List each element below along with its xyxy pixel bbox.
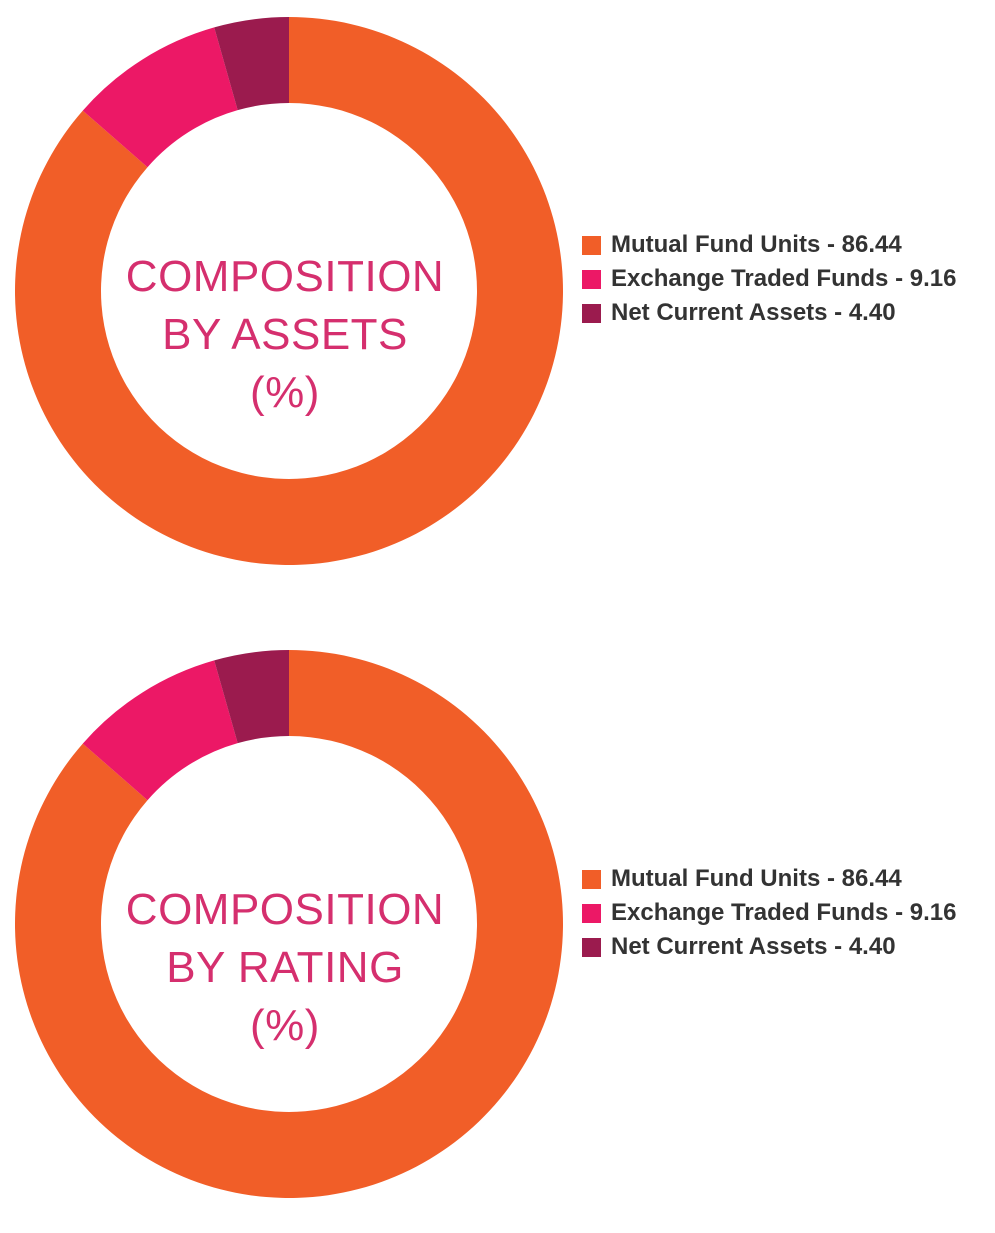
composition-by-assets-chart: COMPOSITION BY ASSETS (%) Mutual Fund Un… <box>0 0 995 600</box>
legend-item-net-current-assets: Net Current Assets - 4.40 <box>582 296 956 330</box>
chart-legend: Mutual Fund Units - 86.44 Exchange Trade… <box>582 228 956 330</box>
donut-center-title: COMPOSITION BY ASSETS (%) <box>75 248 495 422</box>
legend-label: Net Current Assets - 4.40 <box>611 299 896 326</box>
slice-mutual-fund-units <box>15 650 564 1198</box>
slice-mutual-fund-units <box>15 17 564 565</box>
legend-swatch <box>582 269 601 289</box>
legend-swatch <box>582 903 601 923</box>
legend-item-mutual-fund-units: Mutual Fund Units - 86.44 <box>582 862 956 896</box>
center-title-line-3: (%) <box>250 368 320 417</box>
center-title-line-1: COMPOSITION <box>125 885 445 934</box>
slice-net-current-assets <box>214 17 289 111</box>
slice-net-current-assets <box>214 650 289 744</box>
legend-swatch <box>582 303 601 323</box>
legend-swatch <box>582 937 601 957</box>
slice-exchange-traded-funds <box>82 27 238 168</box>
legend-swatch <box>582 235 601 255</box>
legend-item-mutual-fund-units: Mutual Fund Units - 86.44 <box>582 228 956 262</box>
legend-swatch <box>582 869 601 889</box>
legend-item-exchange-traded-funds: Exchange Traded Funds - 9.16 <box>582 262 956 296</box>
legend-item-exchange-traded-funds: Exchange Traded Funds - 9.16 <box>582 896 956 930</box>
legend-label: Net Current Assets - 4.40 <box>611 933 896 960</box>
center-title-line-2: BY RATING <box>166 943 404 992</box>
legend-label: Exchange Traded Funds - 9.16 <box>611 899 957 926</box>
chart-legend: Mutual Fund Units - 86.44 Exchange Trade… <box>582 862 956 964</box>
legend-label: Exchange Traded Funds - 9.16 <box>611 265 957 292</box>
donut-chart-rating <box>15 650 564 1198</box>
center-title-line-3: (%) <box>250 1001 320 1050</box>
slice-exchange-traded-funds <box>82 660 238 801</box>
center-title-line-1: COMPOSITION <box>125 252 445 301</box>
center-title-line-2: BY ASSETS <box>162 310 408 359</box>
composition-by-rating-chart: COMPOSITION BY RATING (%) Mutual Fund Un… <box>0 633 995 1233</box>
legend-label: Mutual Fund Units - 86.44 <box>611 231 902 258</box>
legend-item-net-current-assets: Net Current Assets - 4.40 <box>582 930 956 964</box>
donut-center-title: COMPOSITION BY RATING (%) <box>75 881 495 1055</box>
donut-chart-assets <box>15 17 564 565</box>
legend-label: Mutual Fund Units - 86.44 <box>611 865 902 892</box>
